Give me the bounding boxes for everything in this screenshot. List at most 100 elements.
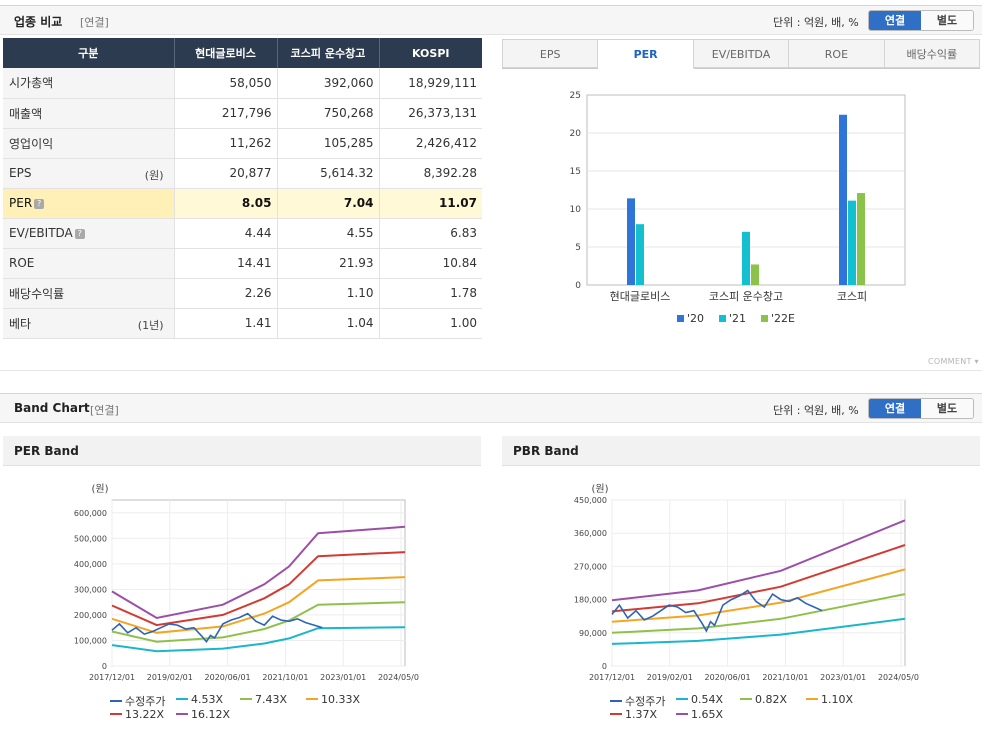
table-header-row: 구분 현대글로비스 코스피 운수창고 KOSPI: [3, 38, 482, 68]
row-unit: (1년): [137, 318, 164, 332]
legend-swatch: [176, 698, 188, 700]
table-cell: 750,268: [277, 98, 380, 129]
legend-item: 1.10X: [806, 693, 853, 706]
bar: [742, 231, 750, 285]
table-cell: 58,050: [174, 68, 278, 99]
tab-per[interactable]: PER: [598, 39, 694, 69]
price-line: [111, 612, 323, 644]
y-tick-label: 100,000: [74, 636, 107, 645]
x-tick-label: 2021/10/01: [762, 673, 808, 682]
band-unit-label: 단위 : 억원, 배, %: [773, 404, 859, 417]
table-row: 시가총액 58,050 392,060 18,929,111: [3, 68, 482, 99]
legend-swatch: [610, 713, 622, 715]
table-cell: 11,262: [174, 128, 278, 159]
band-line: [611, 568, 906, 623]
legend-swatch: [761, 315, 768, 322]
y-tick-label: 5: [575, 243, 581, 253]
plot-area: [611, 499, 906, 667]
x-tick-label: 2017/12/01: [89, 673, 135, 682]
tab-eps[interactable]: EPS: [502, 39, 599, 68]
column-header: 현대글로비스: [174, 38, 278, 68]
row-label: EPS (원): [3, 158, 175, 189]
per-band-chart: (원) 0 100,000 200,000 300,000 400,000 500,000 6…: [74, 483, 420, 682]
band-line: [111, 601, 406, 643]
row-label: PER?: [3, 188, 175, 219]
x-tick-label: 2020/06/01: [205, 673, 251, 682]
x-tick-label: 2019/02/01: [647, 673, 693, 682]
tab-ev-ebitda[interactable]: EV/EBITDA: [693, 39, 790, 68]
comparison-table: 구분 현대글로비스 코스피 운수창고 KOSPI 시가총액 58,050 392…: [3, 38, 482, 339]
comment-toggle[interactable]: COMMENT ▾: [928, 357, 979, 366]
table-cell: 1.10: [277, 278, 380, 309]
row-label: EV/EBITDA?: [3, 218, 175, 249]
row-label: 배당수익률: [3, 278, 175, 309]
x-tick-label: 2023/01/01: [320, 673, 366, 682]
x-tick-label: 2017/12/01: [589, 673, 635, 682]
legend-item: 0.82X: [740, 693, 787, 706]
pbr-band-title: PBR Band: [513, 444, 579, 458]
y-tick-label: 0: [602, 662, 607, 671]
table-row: EV/EBITDA? 4.44 4.55 6.83: [3, 218, 482, 249]
table-row: 영업이익 11,262 105,285 2,426,412: [3, 128, 482, 159]
legend-item: 10.33X: [306, 693, 360, 706]
band-line: [611, 593, 906, 634]
compare-section-header: 업종 비교 [연결] 단위 : 억원, 배, % 연결 별도: [0, 5, 982, 35]
legend-item: 1.37X: [610, 708, 657, 721]
tab-dividend-yield[interactable]: 배당수익률: [884, 39, 981, 68]
pbr-band-chart: (원) 0 90,000 180,000 270,000 360,000 450,000 20…: [574, 483, 920, 682]
table-cell: 5,614.32: [277, 158, 380, 189]
table-cell: 8.05: [174, 188, 278, 219]
x-tick-label: 2024/05/01: [878, 673, 920, 682]
band-line: [111, 551, 406, 627]
separate-button[interactable]: 별도: [921, 399, 973, 418]
compare-subtitle: [연결]: [80, 16, 109, 29]
y-tick-label: 0: [575, 281, 581, 291]
legend-item: '22E: [761, 312, 795, 325]
x-tick-label: 2020/06/01: [705, 673, 751, 682]
x-tick-label: 2019/02/01: [147, 673, 193, 682]
column-header: KOSPI: [379, 38, 482, 68]
bar-chart-legend: '20 '21 '22E: [677, 312, 827, 326]
legend-item: 수정주가: [110, 693, 165, 709]
y-tick-label: 180,000: [574, 596, 607, 605]
table-cell: 217,796: [174, 98, 278, 129]
y-tick-label: 20: [570, 129, 582, 139]
consolidated-button[interactable]: 연결: [869, 399, 921, 418]
per-band-header: PER Band: [3, 436, 481, 466]
band-section-header: Band Chart [연결] 단위 : 억원, 배, % 연결 별도: [0, 393, 982, 423]
table-cell: 1.78: [379, 278, 482, 309]
help-icon[interactable]: ?: [34, 199, 45, 209]
table-cell: 2.26: [174, 278, 278, 309]
row-label: 베타 (1년): [3, 308, 175, 339]
y-tick-label: 600,000: [74, 509, 107, 518]
price-line: [611, 589, 823, 633]
table-row: 매출액 217,796 750,268 26,373,131: [3, 98, 482, 129]
per-comparison-chart: 0 5 10 15 20 25 현대글로비스 코스피 운수창고 코스피: [570, 91, 906, 303]
table-cell: 6.83: [379, 218, 482, 249]
table-cell: 7.04: [277, 188, 380, 219]
legend-item: 4.53X: [176, 693, 223, 706]
band-line: [611, 617, 906, 645]
table-row: 베타 (1년) 1.41 1.04 1.00: [3, 308, 482, 339]
consolidated-button[interactable]: 연결: [869, 11, 921, 30]
legend-item: '21: [719, 312, 746, 325]
y-tick-label: 450,000: [574, 496, 607, 505]
legend-item: '20: [677, 312, 704, 325]
band-subtitle: [연결]: [90, 404, 119, 417]
x-tick-label: 코스피 운수창고: [709, 290, 783, 303]
band-consolidation-toggle: 연결 별도: [868, 398, 974, 419]
compare-unit-label: 단위 : 억원, 배, %: [773, 16, 859, 29]
column-header: 코스피 운수창고: [277, 38, 380, 68]
separate-button[interactable]: 별도: [921, 11, 973, 30]
table-cell: 21.93: [277, 248, 380, 279]
tab-roe[interactable]: ROE: [789, 39, 885, 68]
help-icon[interactable]: ?: [74, 229, 85, 239]
table-cell: 4.55: [277, 218, 380, 249]
bar: [839, 114, 847, 285]
y-tick-label: 500,000: [74, 534, 107, 543]
table-cell: 2,426,412: [379, 128, 482, 159]
legend-swatch: [676, 713, 688, 715]
x-tick-label: 코스피: [837, 290, 867, 303]
table-cell: 26,373,131: [379, 98, 482, 129]
y-tick-label: 15: [570, 167, 581, 177]
